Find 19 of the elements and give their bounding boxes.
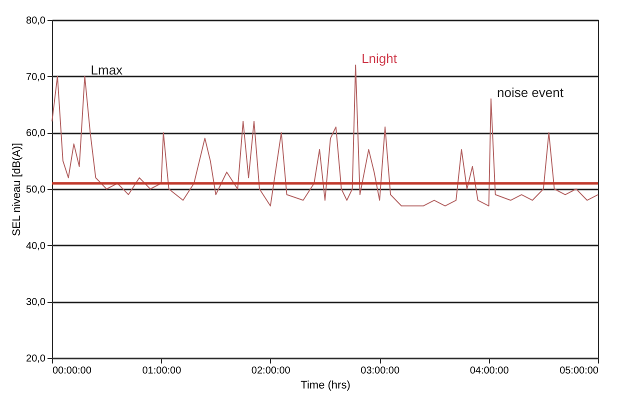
y-tick-label: 50,0 bbox=[26, 184, 46, 196]
annotation: Lmax bbox=[90, 62, 124, 78]
y-axis-title: SEL niveau [dB(A)] bbox=[11, 142, 24, 236]
annotation: noise event bbox=[496, 84, 564, 100]
y-tick-label: 20,0 bbox=[26, 354, 46, 364]
x-tick-label: 01:00:00 bbox=[142, 366, 182, 376]
x-tick-label: 02:00:00 bbox=[251, 366, 291, 376]
y-tick-label: 60,0 bbox=[26, 128, 46, 140]
y-tick-label: 40,0 bbox=[26, 240, 46, 252]
x-tick-label: 03:00:00 bbox=[360, 366, 400, 376]
x-tick-label: 04:00:00 bbox=[470, 366, 510, 376]
line-series bbox=[52, 64, 598, 206]
y-tick-label: 80,0 bbox=[26, 16, 46, 26]
annotation: Lnight bbox=[362, 51, 398, 66]
y-tick-label: 70,0 bbox=[26, 72, 46, 83]
x-axis-title: Time (hrs) bbox=[300, 380, 350, 392]
y-tick-label: 30,0 bbox=[26, 297, 46, 308]
x-tick-label: 05:00:00 bbox=[560, 366, 599, 376]
x-tick-label: 00:00:00 bbox=[52, 366, 92, 376]
